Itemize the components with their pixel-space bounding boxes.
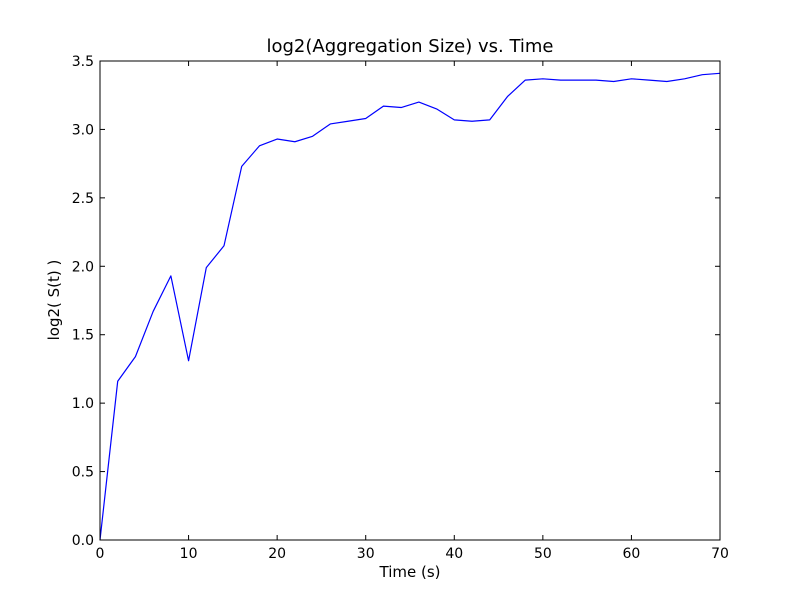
x-tick-label: 10 — [180, 546, 198, 562]
y-tick-label: 2.0 — [72, 259, 94, 275]
y-tick-label: 0.5 — [72, 465, 94, 481]
y-tick-label: 1.0 — [72, 396, 94, 412]
plot-frame — [99, 60, 721, 541]
y-tick-label: 2.5 — [72, 191, 94, 207]
series-line-0 — [99, 72, 721, 541]
x-tick-label: 0 — [96, 546, 105, 562]
chart-title: log2(Aggregation Size) vs. Time — [266, 36, 553, 57]
y-tick-label: 0.0 — [72, 533, 94, 549]
y-axis-title: log2( S(t) ) — [45, 260, 63, 341]
x-tick-label: 20 — [268, 546, 286, 562]
x-tick-label: 70 — [711, 546, 729, 562]
y-tick-label: 3.5 — [72, 54, 94, 70]
y-tick-label: 1.5 — [72, 328, 94, 344]
x-tick-label: 40 — [445, 546, 463, 562]
x-tick-label: 50 — [534, 546, 552, 562]
tick-labels: 0 10 20 30 40 50 60 70 0.0 0.5 1.0 1.5 2.0 2.5 3.0 3.5 — [72, 54, 729, 562]
x-tick-label: 30 — [357, 546, 375, 562]
x-axis-title: Time (s) — [379, 563, 441, 581]
x-tick-label: 60 — [623, 546, 641, 562]
plot-area — [99, 60, 721, 541]
y-tick-label: 3.0 — [72, 122, 94, 138]
axis-ticks — [99, 60, 721, 541]
